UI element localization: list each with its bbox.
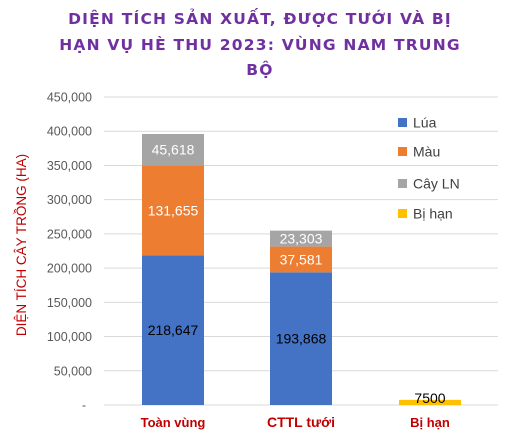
title-line-1: DIỆN TÍCH SẢN XUẤT, ĐƯỢC TƯỚI VÀ BỊ (68, 7, 452, 28)
data-label: 23,303 (280, 231, 323, 247)
chart-title: DIỆN TÍCH SẢN XUẤT, ĐƯỢC TƯỚI VÀ BỊ HẠN V… (59, 7, 461, 79)
legend-label: Lúa (413, 115, 437, 131)
y-tick-label: - (82, 399, 86, 413)
y-tick-label: 200,000 (47, 262, 92, 276)
data-label: 218,647 (148, 322, 199, 338)
bar-lúa-2 (270, 272, 332, 405)
x-axis-categories: Toàn vùng CTTL tưới Bị hạn (141, 414, 450, 430)
legend-label: Bị hạn (413, 206, 453, 222)
y-tick-label: 250,000 (47, 227, 92, 241)
legend-swatch (398, 118, 407, 127)
bar-cây-ln-2 (270, 230, 332, 247)
legend-label: Cây LN (413, 176, 460, 192)
legend-label: Màu (413, 144, 440, 160)
x-category-label: CTTL tưới (267, 414, 335, 430)
legend-swatch (398, 209, 407, 218)
bar-bị-hạn-3 (399, 399, 461, 405)
bars: 218,647 131,655 45,618 193,868 37,581 23,303 7… (142, 134, 461, 406)
y-tick-label: 150,000 (47, 296, 92, 310)
y-tick-label: 300,000 (47, 193, 92, 207)
y-axis-ticks: - 50,000 100,000 150,000 200,000 250,000 300,0… (47, 91, 92, 413)
y-tick-label: 400,000 (47, 125, 92, 139)
data-label: 7500 (414, 390, 445, 406)
bar-cây-ln-1 (142, 134, 204, 166)
legend-swatch (398, 147, 407, 156)
title-line-2: HẠN VỤ HÈ THU 2023: VÙNG NAM TRUNG (59, 35, 461, 54)
x-category-label: Toàn vùng (141, 415, 206, 430)
data-label: 131,655 (148, 202, 199, 218)
legend: Lúa Màu Cây LN Bị hạn (398, 115, 460, 222)
y-tick-label: 100,000 (47, 330, 92, 344)
bar-màu-1 (142, 165, 204, 256)
y-tick-label: 50,000 (54, 364, 92, 378)
data-label: 45,618 (152, 142, 195, 158)
y-tick-label: 450,000 (47, 91, 92, 105)
data-label: 193,868 (276, 331, 327, 347)
data-label: 37,581 (280, 251, 323, 267)
bar-lúa-1 (142, 255, 204, 405)
y-axis-label: DIỆN TÍCH CÂY TRỒNG (HA) (14, 154, 29, 336)
bar-màu-2 (270, 246, 332, 273)
x-category-label: Bị hạn (410, 415, 450, 430)
title-line-3: BỘ (246, 59, 273, 79)
legend-swatch (398, 179, 407, 188)
y-tick-label: 350,000 (47, 159, 92, 173)
